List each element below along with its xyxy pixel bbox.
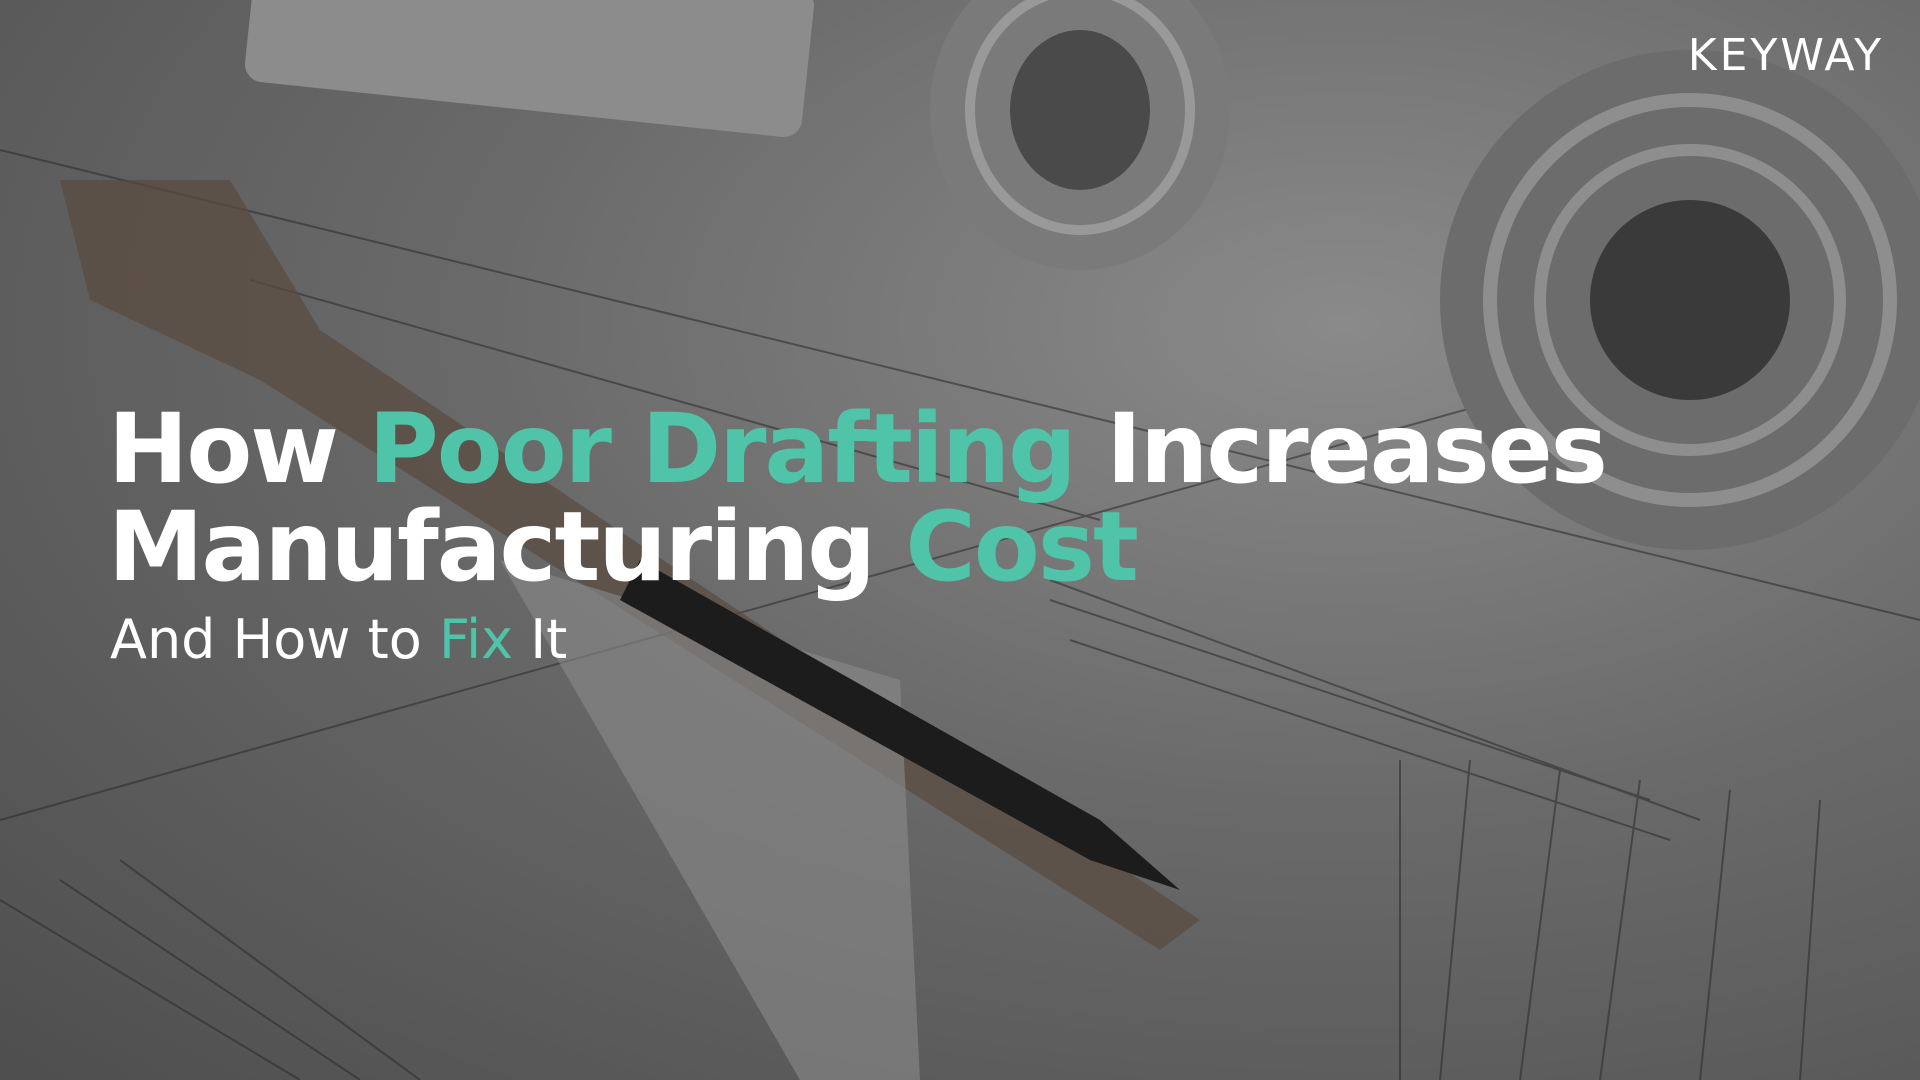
text-segment: Fix xyxy=(438,608,514,671)
text-segment: Poor Drafting xyxy=(368,393,1076,505)
title: How Poor Drafting Increases Manufacturing… xyxy=(108,400,1608,596)
calculator xyxy=(244,0,815,138)
text-segment: Cost xyxy=(905,491,1138,603)
text-segment: Increases xyxy=(1106,393,1608,505)
paper-rolls xyxy=(930,0,1920,550)
title-line: How Poor Drafting Increases xyxy=(108,400,1608,498)
text-segment: How xyxy=(108,393,339,505)
compass-and-pen xyxy=(60,180,1200,1080)
text-segment: It xyxy=(530,608,568,671)
logo: KEYWAY xyxy=(1687,30,1884,81)
text-segment: And How to xyxy=(110,608,422,671)
title-line: Manufacturing Cost xyxy=(108,498,1606,596)
text-segment: Manufacturing xyxy=(108,491,876,603)
subtitle: And How to Fix It xyxy=(110,608,567,672)
